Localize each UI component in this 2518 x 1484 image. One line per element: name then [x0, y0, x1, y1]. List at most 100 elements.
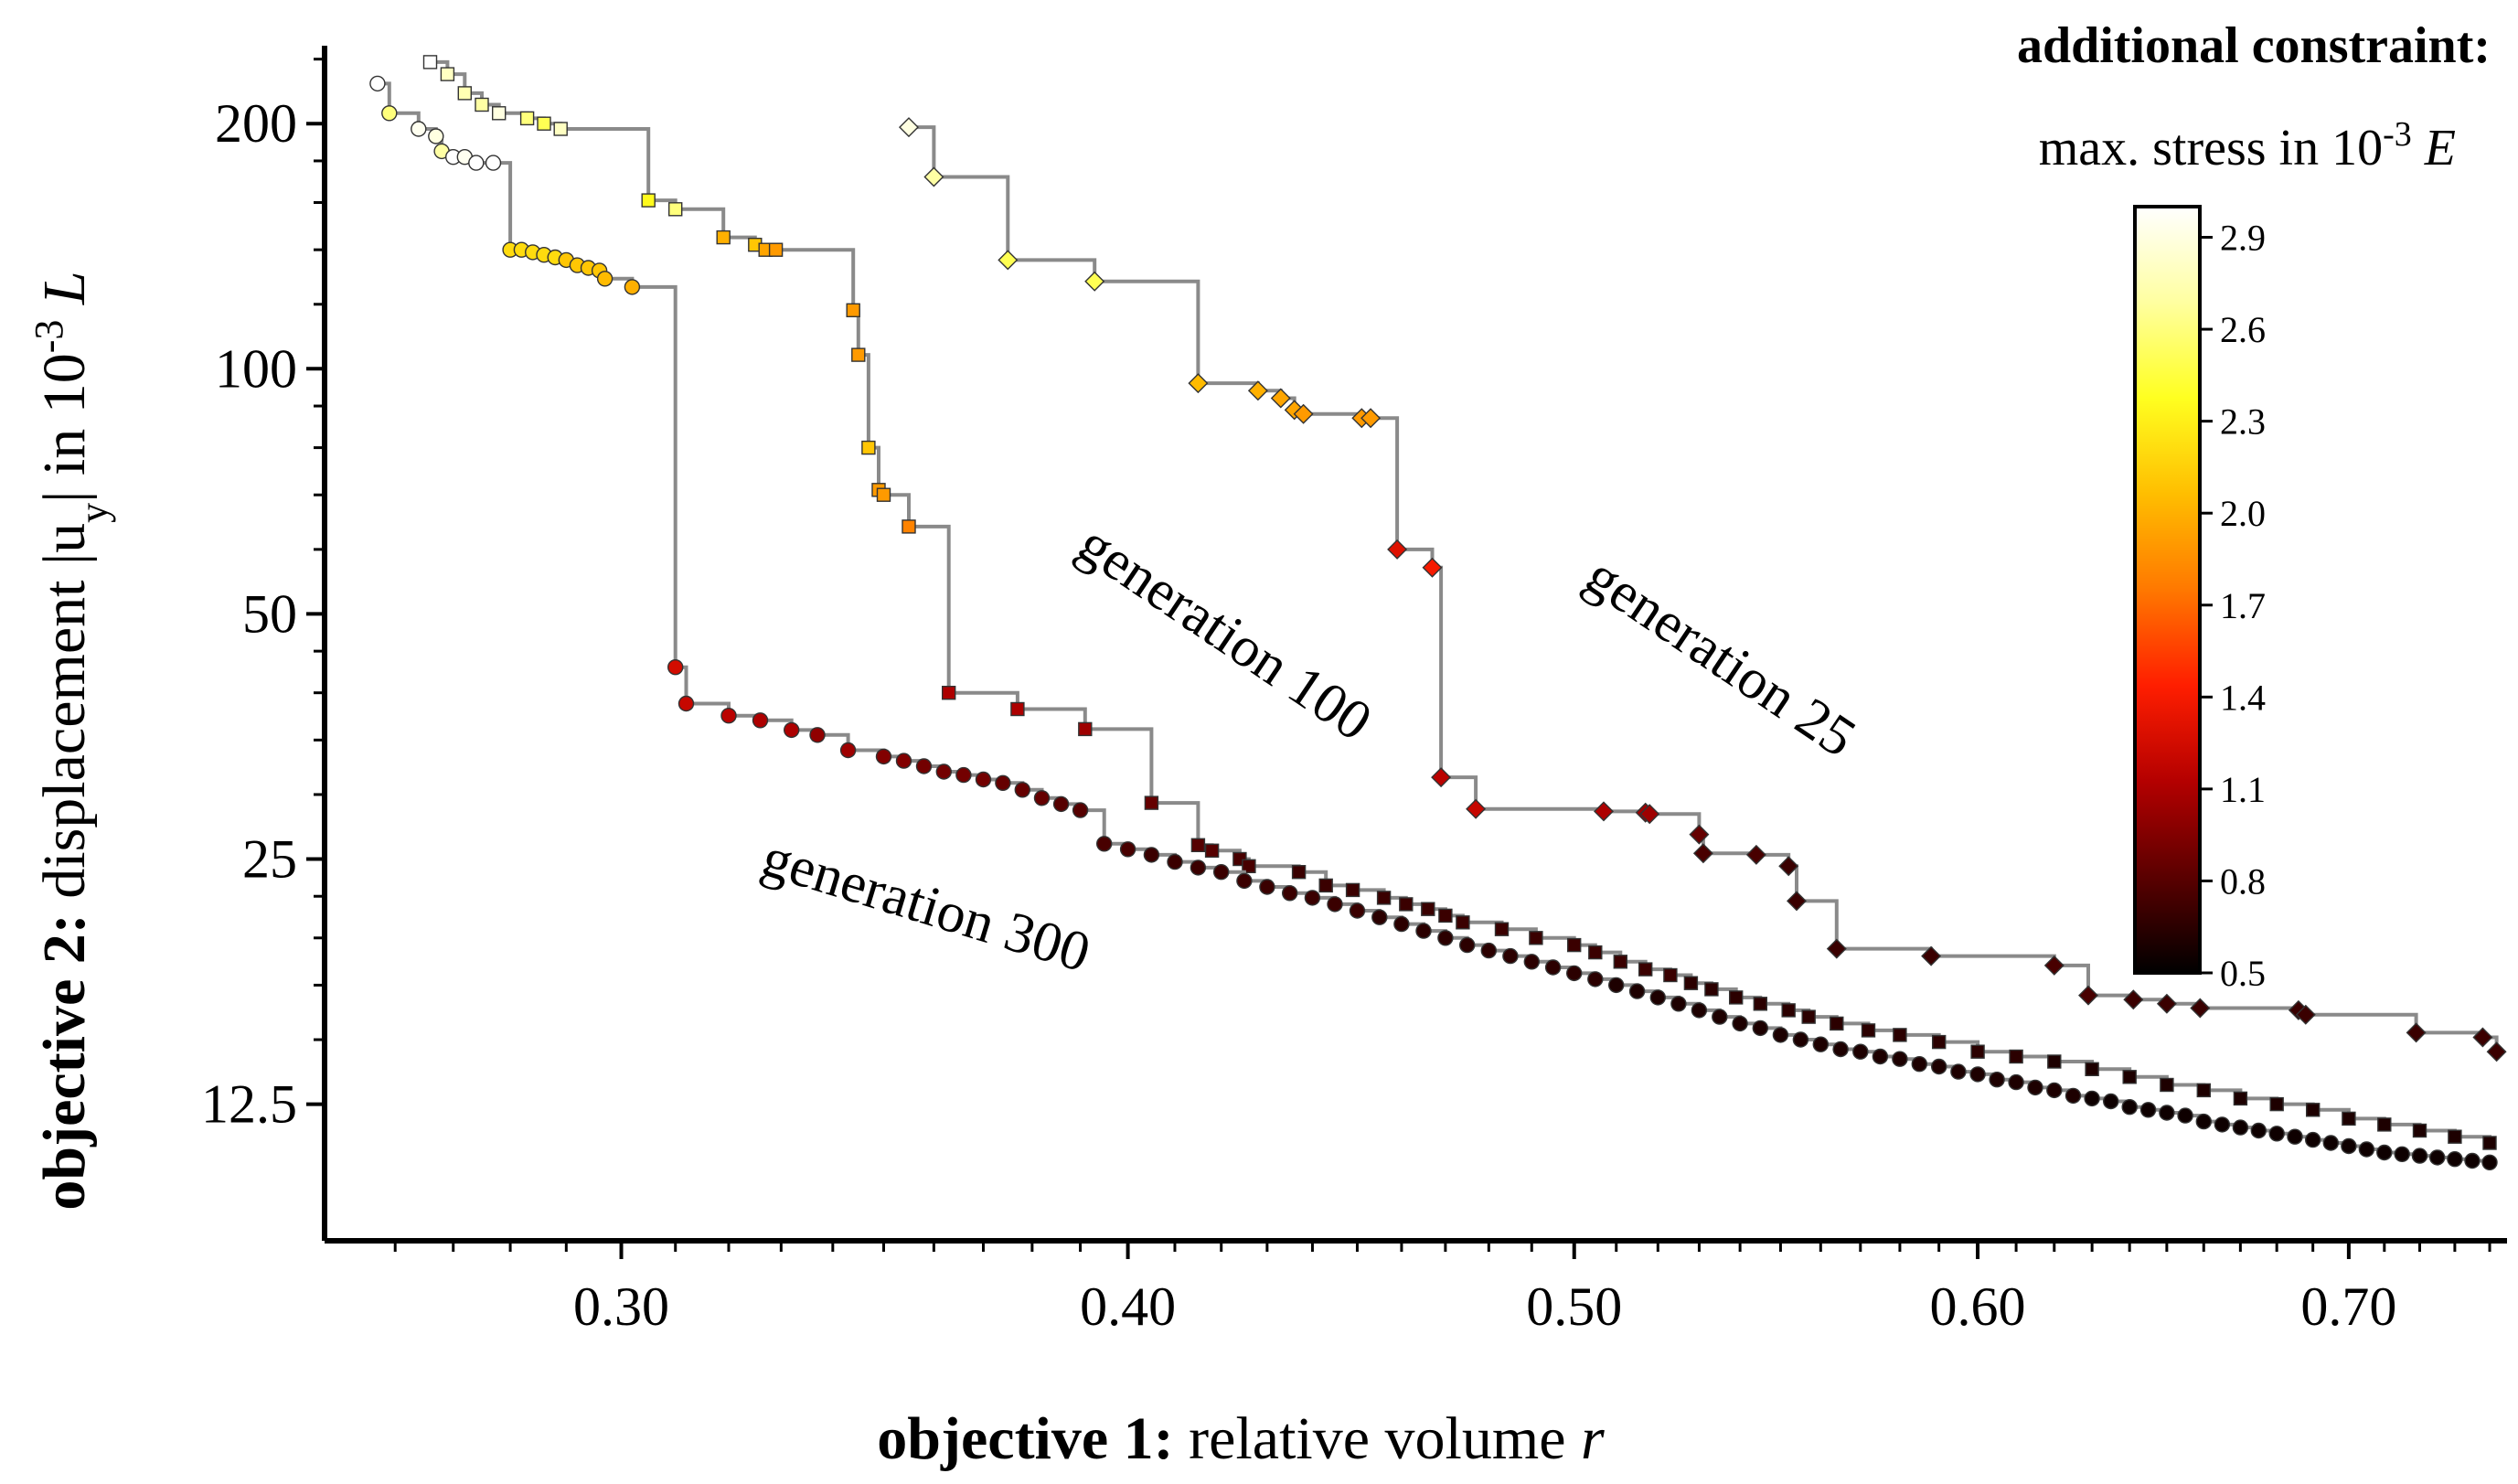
data-point: [2342, 1111, 2356, 1126]
data-point: [1683, 976, 1699, 990]
data-point: [1204, 843, 1220, 858]
data-point: [1613, 955, 1628, 969]
data-point: [1852, 1043, 1869, 1060]
colorbar-title-bold: additional constraint:: [2017, 17, 2491, 74]
data-point: [809, 727, 826, 743]
data-point: [2358, 1141, 2375, 1158]
data-point: [1689, 824, 1710, 845]
data-point: [1188, 373, 1209, 394]
data-point: [1649, 989, 1667, 1006]
x-tick-label: 0.70: [2300, 1276, 2396, 1337]
data-point: [1832, 1041, 1849, 1058]
data-point: [678, 695, 695, 712]
colorbar-tick-label: 1.4: [2220, 677, 2266, 718]
data-point: [1431, 767, 1452, 788]
data-point: [1638, 962, 1653, 977]
data-point: [1143, 847, 1160, 863]
colorbar-tick-label: 2.6: [2220, 309, 2266, 350]
data-point: [1523, 954, 1541, 970]
data-point: [1072, 802, 1089, 818]
data-point: [2008, 1073, 2024, 1091]
data-point: [2233, 1091, 2248, 1106]
data-point: [2159, 1105, 2175, 1121]
data-point: [411, 121, 427, 137]
data-point: [1399, 897, 1414, 912]
data-point: [1950, 1063, 1967, 1080]
y-tick-label: 12.5: [201, 1074, 297, 1135]
data-point: [1772, 1027, 1789, 1043]
data-point: [2269, 1096, 2284, 1112]
data-point: [716, 230, 731, 245]
data-point: [1830, 1016, 1844, 1031]
data-point: [2295, 1004, 2316, 1025]
colorbar-tick-label: 0.5: [2220, 953, 2266, 994]
data-point: [935, 763, 953, 780]
data-point: [2376, 1144, 2393, 1161]
data-point: [1930, 1058, 1947, 1075]
data-point: [2482, 1136, 2497, 1150]
data-point: [2027, 1079, 2043, 1096]
data-point: [768, 242, 784, 257]
data-point: [440, 67, 455, 81]
data-point: [641, 193, 656, 208]
data-point: [1291, 865, 1307, 880]
data-point: [998, 250, 1019, 271]
data-point: [2428, 1149, 2446, 1166]
data-point: [1812, 1036, 1830, 1052]
x-tick-label: 0.60: [1930, 1276, 2026, 1337]
data-point: [839, 742, 857, 759]
data-point: [2065, 1087, 2082, 1105]
data-point: [1415, 923, 1432, 939]
data-point: [2486, 1041, 2507, 1062]
data-point: [519, 111, 535, 126]
x-axis-title-var: r: [1581, 1405, 1605, 1472]
x-axis-title-bold: objective 1:: [877, 1405, 1173, 1472]
data-point: [1270, 388, 1291, 409]
data-point: [1345, 882, 1360, 898]
data-point: [1712, 1009, 1728, 1025]
data-point: [899, 117, 919, 138]
colorbar-tick-label: 1.7: [2220, 585, 2266, 626]
data-point: [1327, 896, 1343, 913]
series-generation-100: [422, 55, 2497, 1150]
data-point: [902, 519, 916, 534]
data-point: [1033, 790, 1051, 806]
data-point: [2406, 1022, 2427, 1043]
data-point: [861, 440, 876, 455]
data-point: [1318, 878, 1333, 893]
label-generation-300: generation 300: [755, 826, 1097, 984]
y-axis-title: objective 2: displacement |uy| in 10-3 L: [27, 271, 116, 1210]
data-series-layer: [369, 55, 2507, 1171]
data-point: [1893, 1028, 1907, 1042]
data-point: [1304, 890, 1321, 906]
data-point: [1588, 945, 1603, 960]
data-point: [2322, 1135, 2340, 1151]
data-point: [1753, 997, 1768, 1011]
data-point: [1259, 879, 1275, 895]
colorbar-title-var: E: [2424, 120, 2456, 176]
data-point: [2085, 1062, 2099, 1077]
data-point: [2177, 1107, 2193, 1124]
data-point: [1084, 271, 1105, 292]
data-point: [1466, 798, 1487, 819]
data-point: [1119, 841, 1136, 858]
data-point: [1190, 859, 1207, 876]
data-point: [851, 347, 866, 362]
y-tick-label: 25: [242, 828, 297, 889]
x-tick-label: 0.30: [573, 1276, 669, 1337]
x-axis-title-text: relative volume: [1189, 1405, 1565, 1472]
data-point: [381, 105, 398, 122]
data-point: [2304, 1131, 2321, 1148]
data-point: [1872, 1048, 1889, 1065]
data-point: [1752, 1020, 1769, 1037]
data-point: [1566, 937, 1582, 953]
data-point: [1236, 872, 1253, 890]
data-point: [876, 487, 891, 502]
colorbar-gradient: [2133, 205, 2202, 975]
data-point: [624, 279, 641, 295]
colorbar: additional constraint: max. stress in 10…: [2017, 17, 2491, 994]
data-point: [1732, 1015, 1748, 1032]
data-point: [485, 155, 502, 171]
data-point: [1421, 902, 1435, 916]
